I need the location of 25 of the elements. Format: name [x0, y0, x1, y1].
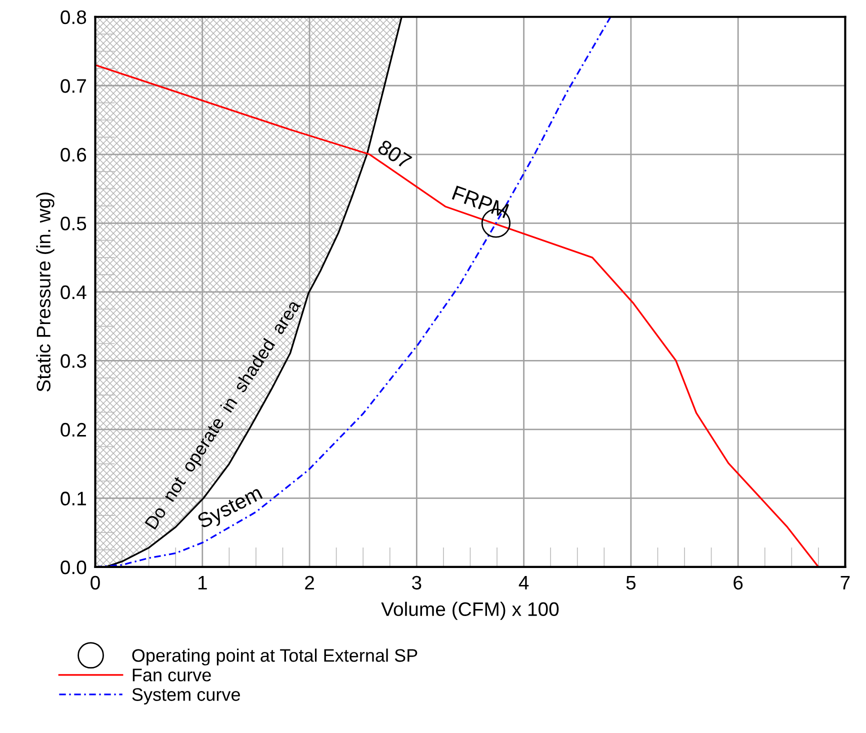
x-tick-label: 2 [305, 576, 314, 590]
y-tick-label: 0.4 [60, 285, 86, 300]
x-tick-label: 4 [518, 576, 529, 590]
y-tick-label: 0.5 [60, 216, 86, 230]
x-tick-label: 7 [840, 576, 850, 590]
line-series [95, 64, 820, 567]
annotation: 807 [376, 139, 412, 170]
legend-label: Fan curve [132, 668, 211, 682]
x-tick-label: 6 [734, 576, 743, 590]
x-tick-label: 0 [90, 576, 100, 590]
y-tick-label: 0.2 [60, 422, 86, 437]
y-tick-label: 0.7 [60, 79, 86, 93]
y-tick-label: 0.1 [60, 492, 86, 506]
x-axis-title: Volume (CFM) x 100 [381, 602, 559, 620]
legend-label: System curve [132, 688, 240, 705]
x-tick-label: 5 [626, 576, 636, 590]
y-tick-label: 0.3 [60, 354, 86, 368]
y-axis-title: Static Pressure (in. wg) [36, 192, 54, 392]
y-tick-label: 0.0 [60, 560, 86, 574]
annotation: FRPM [452, 186, 510, 218]
y-tick-label: 0.8 [60, 10, 86, 24]
x-tick-label: 3 [412, 576, 422, 590]
x-tick-label: 1 [198, 576, 207, 590]
legend-label: Operating point at Total External SP [132, 648, 418, 666]
y-tick-label: 0.6 [60, 148, 86, 162]
